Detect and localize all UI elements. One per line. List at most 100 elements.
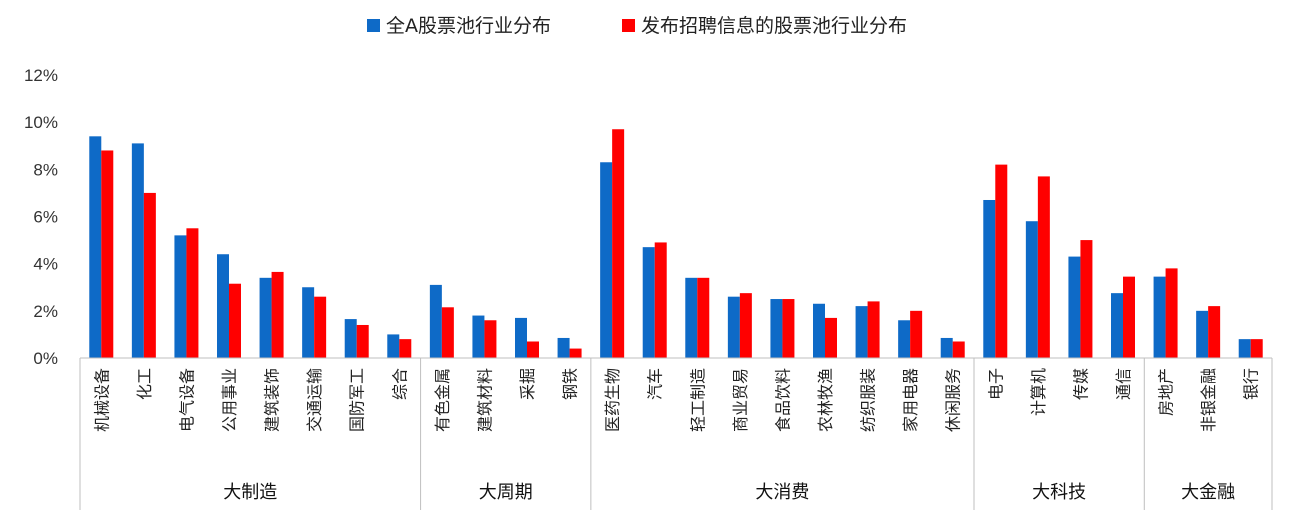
bar-series-b — [101, 150, 114, 358]
bar-series-a — [983, 199, 996, 358]
bar-series-a — [515, 317, 527, 358]
y-tick-label: 10% — [24, 113, 58, 132]
legend-label-series-a: 全A股票池行业分布 — [386, 15, 551, 37]
bar-series-b — [739, 293, 752, 358]
bar-series-a — [727, 296, 740, 358]
bar-series-a — [855, 306, 868, 358]
bar-series-a — [387, 334, 400, 358]
x-tick-label: 电气设备 — [177, 368, 196, 432]
x-tick-label: 农林牧渔 — [816, 368, 835, 432]
x-tick-label: 轻工制造 — [688, 368, 707, 432]
bar-series-a — [174, 235, 187, 358]
y-tick-label: 8% — [33, 160, 58, 179]
x-tick-label: 休闲服务 — [944, 368, 963, 432]
bar-series-a — [813, 303, 825, 358]
y-tick-label: 0% — [33, 349, 58, 368]
bar-series-a — [1196, 310, 1209, 358]
x-tick-label: 交通运输 — [305, 368, 324, 432]
x-tick-label: 国防军工 — [348, 368, 367, 432]
x-tick-label: 计算机 — [1029, 368, 1048, 416]
bar-series-a — [1025, 221, 1038, 358]
bar-series-b — [995, 164, 1008, 358]
bar-series-b — [825, 317, 837, 358]
y-tick-label: 2% — [33, 302, 58, 321]
group-label: 大制造 — [223, 482, 277, 503]
group-label: 大金融 — [1181, 482, 1235, 503]
bar-series-a — [131, 143, 144, 358]
bar-series-a — [770, 299, 783, 358]
group-label: 大科技 — [1032, 482, 1086, 503]
bar-series-b — [1165, 268, 1178, 358]
y-tick-label: 4% — [33, 255, 58, 274]
x-tick-label: 电子 — [986, 368, 1005, 400]
bar-series-b — [271, 271, 284, 358]
x-axis: 机械设备 化工 电气设备 公用事业 建筑装饰 交通运输 国防军工 综合 有色金属 建筑材料 采掘 钢铁… — [80, 357, 1272, 432]
x-tick-label: 非银金融 — [1199, 368, 1218, 432]
bar-series-b — [143, 192, 156, 358]
bar-series-b — [399, 339, 412, 358]
bar-series-a — [89, 136, 102, 358]
bar-series-b — [314, 296, 327, 358]
category-groups: 大制造 大周期 大消费 大科技 大金融 — [79, 358, 1273, 510]
x-tick-label: 家用电器 — [901, 368, 920, 432]
x-tick-label: 银行 — [1242, 368, 1261, 400]
x-tick-label: 钢铁 — [561, 368, 580, 400]
bar-series-a — [940, 337, 953, 358]
y-tick-label: 12% — [24, 66, 58, 85]
bar-series-a — [429, 284, 442, 358]
group-label: 大周期 — [479, 482, 533, 503]
bar-series-a — [685, 277, 698, 358]
bar-series-a — [557, 337, 570, 358]
bar-series-b — [569, 348, 582, 358]
bar-series-a — [344, 319, 357, 358]
bar-series-b — [441, 307, 454, 358]
bar-series-b — [484, 320, 497, 358]
bar-series-a — [898, 320, 911, 358]
bar-series-b — [1208, 306, 1221, 358]
bar-series-a — [217, 254, 229, 358]
x-tick-label: 汽车 — [646, 368, 665, 400]
x-tick-label: 房地产 — [1157, 368, 1176, 416]
bar-series-b — [356, 324, 369, 358]
legend-swatch-series-a — [367, 19, 380, 32]
bar-series-a — [1111, 293, 1123, 358]
x-tick-label: 有色金属 — [433, 368, 452, 432]
x-tick-label: 公用事业 — [220, 368, 239, 432]
legend-swatch-series-b — [622, 19, 635, 32]
y-axis: 0% 2% 4% 6% 8% 10% 12% — [24, 66, 58, 368]
x-tick-label: 采掘 — [518, 368, 537, 400]
bar-series-b — [527, 341, 539, 358]
x-tick-label: 综合 — [390, 368, 409, 400]
bar-series-a — [302, 287, 315, 358]
bar-series-b — [697, 277, 710, 358]
bar-series-b — [1250, 339, 1263, 358]
bar-series-b — [867, 301, 880, 358]
bar-series-b — [1123, 276, 1135, 358]
bar-series-b — [1037, 176, 1050, 358]
group-label: 大消费 — [755, 482, 809, 503]
x-tick-label: 建筑装饰 — [263, 368, 282, 432]
x-tick-label: 化工 — [135, 368, 154, 400]
bar-series-a — [1068, 256, 1081, 358]
x-tick-label: 建筑材料 — [475, 368, 494, 432]
bar-series-b — [186, 228, 199, 358]
legend: 全A股票池行业分布 发布招聘信息的股票池行业分布 — [367, 15, 907, 37]
bar-series-b — [910, 310, 923, 358]
x-tick-label: 传媒 — [1071, 368, 1090, 400]
bar-series-b — [612, 129, 625, 358]
x-tick-label: 医药生物 — [603, 368, 622, 432]
bars — [89, 129, 1263, 358]
bar-series-b — [1080, 240, 1093, 358]
x-tick-label: 纺织服装 — [859, 368, 878, 432]
x-tick-label: 机械设备 — [92, 368, 111, 432]
x-tick-label: 食品饮料 — [773, 368, 792, 432]
bar-series-b — [654, 242, 667, 358]
bar-series-a — [472, 315, 485, 358]
x-tick-label: 商业贸易 — [731, 368, 750, 432]
bar-series-a — [1153, 276, 1166, 358]
legend-label-series-b: 发布招聘信息的股票池行业分布 — [641, 15, 907, 37]
bar-series-a — [1238, 339, 1251, 358]
bar-series-a — [642, 247, 655, 358]
bar-series-b — [229, 283, 241, 358]
